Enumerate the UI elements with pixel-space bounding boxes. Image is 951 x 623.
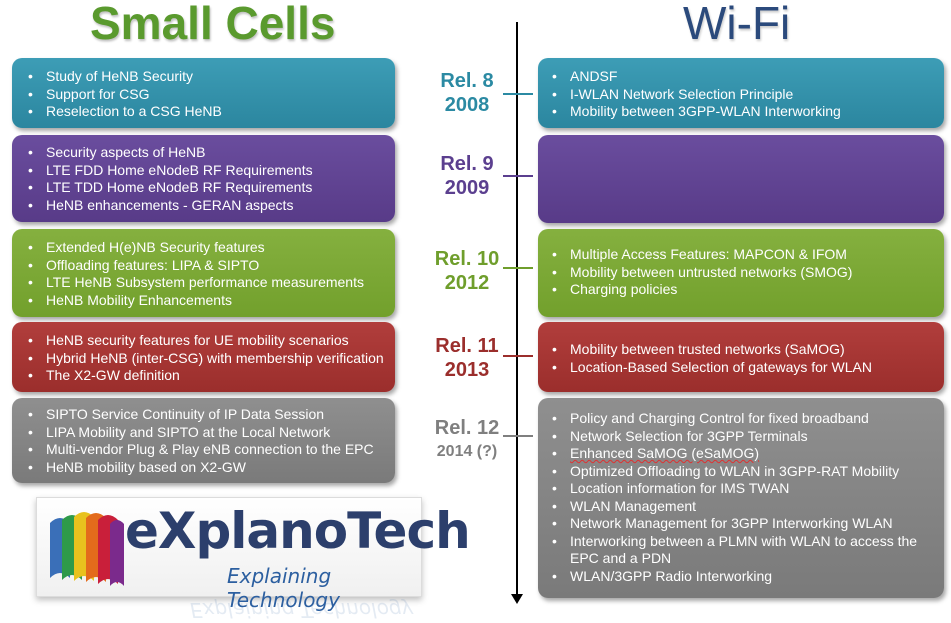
list-item: Study of HeNB Security [12, 68, 395, 86]
wifi-box-rel9 [538, 135, 944, 223]
timeline-arrowhead [511, 594, 523, 604]
release-name: Rel. 9 [440, 153, 494, 175]
release-year: 2009 [444, 177, 490, 199]
list-item-text: Enhanced SaMOG (eSaMOG) [570, 445, 760, 461]
release-year: 2008 [444, 94, 490, 116]
list-item: LTE HeNB Subsystem performance measureme… [12, 274, 395, 292]
timeline-tick-rel12 [503, 435, 533, 437]
list-item: Mobility between 3GPP-WLAN Interworking [538, 103, 944, 121]
list-item: Support for CSG [12, 86, 395, 104]
wifi-box-rel10: Multiple Access Features: MAPCON & IFOM … [538, 229, 944, 317]
wifi-box-rel11: Mobility between trusted networks (SaMOG… [538, 322, 944, 392]
timeline-tick-rel8 [503, 93, 533, 95]
release-name: Rel. 12 [434, 417, 500, 439]
list-item: LIPA Mobility and SIPTO at the Local Net… [12, 424, 395, 442]
list-item: Policy and Charging Control for fixed br… [538, 410, 944, 428]
small-cells-box-rel10: Extended H(e)NB Security features Offloa… [12, 229, 395, 317]
logo-wordmark: eXplanoTech [125, 502, 471, 560]
release-year: 2013 [444, 359, 490, 381]
small-cells-box-rel8: Study of HeNB Security Support for CSG R… [12, 58, 395, 128]
small-cells-box-rel12: SIPTO Service Continuity of IP Data Sess… [12, 398, 395, 483]
list-item: Multiple Access Features: MAPCON & IFOM [538, 246, 944, 264]
list-item: HeNB enhancements - GERAN aspects [12, 197, 395, 215]
release-name: Rel. 10 [434, 248, 500, 270]
list-item: Extended H(e)NB Security features [12, 239, 395, 257]
list-item: Multi-vendor Plug & Play eNB connection … [12, 441, 395, 459]
list-item: Offloading features: LIPA & SIPTO [12, 257, 395, 275]
release-year: 2014 (?) [436, 443, 498, 460]
release-label-rel8: Rel. 8 2008 [412, 69, 522, 117]
list-item: HeNB Mobility Enhancements [12, 292, 395, 310]
list-item: Security aspects of HeNB [12, 144, 395, 162]
timeline-axis [516, 22, 518, 598]
list-item: I-WLAN Network Selection Principle [538, 86, 944, 104]
release-name: Rel. 8 [440, 70, 494, 92]
list-item: WLAN Management [538, 498, 944, 516]
list-item: Network Selection for 3GPP Terminals [538, 428, 944, 446]
list-item: ANDSF [538, 68, 944, 86]
list-item: Reselection to a CSG HeNB [12, 103, 395, 121]
list-item: LTE TDD Home eNodeB RF Requirements [12, 179, 395, 197]
list-item: HeNB mobility based on X2-GW [12, 459, 395, 477]
list-item: Mobility between trusted networks (SaMOG… [538, 341, 944, 359]
explanotech-logo-mark-icon [50, 512, 124, 586]
logo-tagline-reflection: Explaining Technology [190, 598, 414, 622]
list-item: Hybrid HeNB (inter-CSG) with membership … [12, 350, 395, 368]
release-label-rel12: Rel. 12 2014 (?) [412, 416, 522, 464]
wifi-box-rel12: Policy and Charging Control for fixed br… [538, 398, 944, 598]
small-cells-box-rel11: HeNB security features for UE mobility s… [12, 322, 395, 392]
release-label-rel11: Rel. 11 2013 [412, 334, 522, 382]
timeline-tick-rel10 [503, 267, 533, 269]
list-item: HeNB security features for UE mobility s… [12, 332, 395, 350]
list-item: SIPTO Service Continuity of IP Data Sess… [12, 406, 395, 424]
release-name: Rel. 11 [435, 335, 499, 357]
release-label-rel9: Rel. 9 2009 [412, 152, 522, 200]
list-item: The X2-GW definition [12, 367, 395, 385]
list-item: Location-Based Selection of gateways for… [538, 359, 944, 377]
release-label-rel10: Rel. 10 2012 [412, 247, 522, 295]
wifi-header: Wi-Fi [683, 0, 791, 49]
list-item: Optimized Offloading to WLAN in 3GPP-RAT… [538, 463, 944, 481]
timeline-tick-rel11 [503, 355, 533, 357]
small-cells-header: Small Cells [90, 0, 336, 49]
timeline-tick-rel9 [503, 175, 533, 177]
list-item: Mobility between untrusted networks (SMO… [538, 264, 944, 282]
list-item: Enhanced SaMOG (eSaMOG) [538, 445, 944, 463]
list-item: Network Management for 3GPP Interworking… [538, 515, 944, 533]
small-cells-box-rel9: Security aspects of HeNB LTE FDD Home eN… [12, 135, 395, 222]
logo-tagline: Explaining Technology [227, 564, 340, 612]
list-item: Charging policies [538, 281, 944, 299]
release-year: 2012 [444, 272, 490, 294]
explanotech-logo: eXplanoTech Explaining Technology [36, 497, 471, 612]
list-item: Interworking between a PLMN with WLAN to… [538, 533, 940, 568]
list-item: WLAN/3GPP Radio Interworking [538, 568, 944, 586]
list-item: Location information for IMS TWAN [538, 480, 944, 498]
wifi-box-rel8: ANDSF I-WLAN Network Selection Principle… [538, 58, 944, 128]
list-item: LTE FDD Home eNodeB RF Requirements [12, 162, 395, 180]
